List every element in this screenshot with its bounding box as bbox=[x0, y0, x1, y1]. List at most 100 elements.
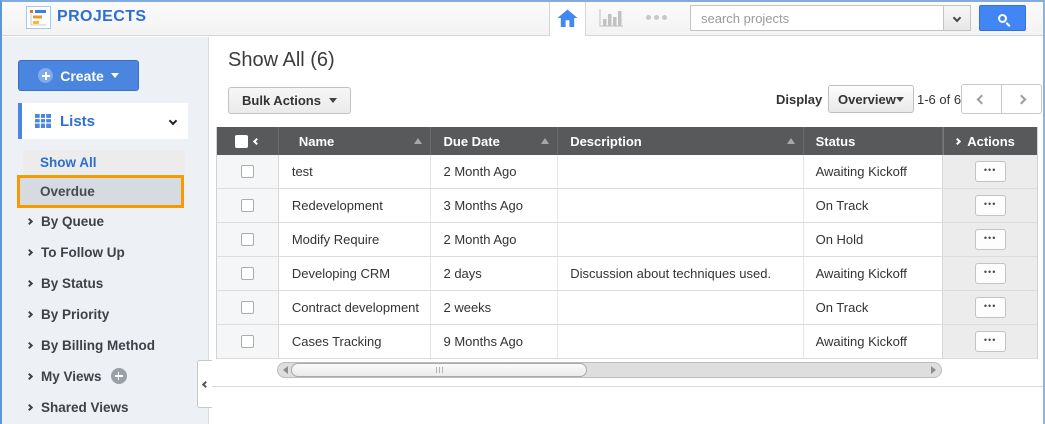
column-label: Status bbox=[815, 133, 856, 149]
column-label: Actions bbox=[967, 133, 1015, 149]
select-all-checkbox[interactable] bbox=[235, 134, 249, 148]
row-checkbox[interactable] bbox=[240, 199, 254, 212]
sidebar-section-lists[interactable]: Lists bbox=[18, 103, 188, 139]
search-scope-dropdown[interactable] bbox=[943, 6, 970, 30]
row-checkbox[interactable] bbox=[240, 267, 254, 280]
display-label: Display bbox=[776, 92, 823, 107]
chevron-right-icon bbox=[25, 217, 34, 225]
add-view-button[interactable] bbox=[110, 368, 127, 384]
sidebar: Create Lists Show All Overdue By Queue bbox=[0, 37, 212, 424]
sidebar-item-shared-views[interactable]: Shared Views bbox=[25, 397, 129, 417]
search-button[interactable] bbox=[979, 5, 1026, 31]
select-all-header[interactable] bbox=[217, 127, 279, 155]
sidebar-item-by-status[interactable]: By Status bbox=[25, 273, 104, 293]
column-header-status[interactable]: Status bbox=[804, 127, 944, 155]
sort-asc-icon bbox=[414, 138, 423, 144]
sidebar-item-overdue[interactable]: Overdue bbox=[17, 175, 184, 208]
bulk-actions-button[interactable]: Bulk Actions bbox=[228, 87, 351, 114]
chevron-right-icon bbox=[25, 279, 34, 287]
table-header: Name Due Date Description Status Actions bbox=[217, 127, 1037, 155]
chevron-right-icon bbox=[954, 137, 962, 145]
overflow-dots-icon[interactable] bbox=[646, 15, 667, 20]
lists-label: Lists bbox=[60, 112, 96, 130]
row-actions-button[interactable]: ••• bbox=[974, 161, 1006, 182]
column-header-due-date[interactable]: Due Date bbox=[431, 127, 559, 155]
collapse-sidebar-handle[interactable] bbox=[197, 360, 212, 408]
cell-status: On Hold bbox=[804, 223, 944, 256]
row-actions-button[interactable]: ••• bbox=[974, 331, 1006, 352]
chevron-down-icon bbox=[952, 13, 962, 23]
cell-description: Discussion about techniques used. bbox=[558, 257, 804, 290]
cell-description bbox=[558, 223, 804, 256]
row-checkbox[interactable] bbox=[240, 301, 254, 314]
cell-description bbox=[558, 291, 804, 324]
bar-chart-icon[interactable] bbox=[598, 8, 625, 29]
row-actions-button[interactable]: ••• bbox=[974, 297, 1006, 318]
grid-icon bbox=[35, 114, 51, 128]
create-button[interactable]: Create bbox=[18, 60, 139, 91]
column-header-actions[interactable]: Actions bbox=[943, 127, 1037, 155]
search-icon bbox=[998, 13, 1007, 23]
sidebar-item-by-queue[interactable]: By Queue bbox=[25, 211, 105, 231]
app-title: PROJECTS bbox=[57, 8, 147, 25]
row-checkbox[interactable] bbox=[240, 233, 254, 246]
display-select-value: Overview bbox=[838, 91, 896, 107]
cell-status: On Track bbox=[804, 291, 944, 324]
cell-status: Awaiting Kickoff bbox=[804, 325, 944, 358]
projects-table: Name Due Date Description Status Actions bbox=[216, 127, 1038, 359]
row-actions-button[interactable]: ••• bbox=[974, 229, 1006, 250]
collapse-column-icon[interactable] bbox=[253, 137, 261, 145]
search-input[interactable] bbox=[691, 6, 943, 30]
sidebar-item-by-billing-method[interactable]: By Billing Method bbox=[25, 335, 155, 355]
column-label: Due Date bbox=[443, 133, 500, 149]
sidebar-item-to-follow-up[interactable]: To Follow Up bbox=[25, 242, 125, 262]
sidebar-item-label: By Queue bbox=[41, 213, 105, 229]
sidebar-item-label: By Status bbox=[41, 275, 104, 291]
row-actions-button[interactable]: ••• bbox=[974, 263, 1006, 284]
sidebar-item-by-priority[interactable]: By Priority bbox=[25, 304, 110, 324]
column-header-description[interactable]: Description bbox=[558, 127, 804, 155]
prev-page-button[interactable] bbox=[961, 84, 1002, 114]
scroll-right-arrow[interactable] bbox=[931, 366, 936, 374]
row-actions-button[interactable]: ••• bbox=[974, 195, 1006, 216]
column-label: Description bbox=[570, 133, 642, 149]
scrollbar-thumb[interactable] bbox=[291, 363, 587, 377]
home-button[interactable] bbox=[549, 0, 586, 36]
horizontal-scrollbar[interactable] bbox=[277, 362, 942, 378]
column-header-name[interactable]: Name bbox=[279, 127, 432, 155]
display-select[interactable]: Overview bbox=[828, 85, 914, 113]
row-checkbox[interactable] bbox=[240, 165, 254, 178]
home-icon bbox=[557, 9, 578, 27]
sort-asc-icon bbox=[786, 138, 795, 144]
row-checkbox[interactable] bbox=[240, 335, 254, 348]
plus-icon bbox=[38, 68, 54, 83]
sidebar-item-label: Show All bbox=[40, 154, 97, 170]
cell-status: Awaiting Kickoff bbox=[804, 155, 944, 188]
sidebar-item-my-views[interactable]: My Views bbox=[25, 366, 127, 386]
chevron-right-icon bbox=[25, 372, 34, 380]
sort-asc-icon bbox=[541, 138, 550, 144]
cell-status: On Track bbox=[804, 189, 944, 222]
sidebar-item-label: By Priority bbox=[41, 306, 110, 322]
cell-due-date: 2 Month Ago bbox=[431, 223, 559, 256]
main-content: Show All (6) Bulk Actions Display Overvi… bbox=[210, 37, 1045, 424]
next-page-button[interactable] bbox=[1001, 84, 1042, 114]
cell-due-date: 9 Months Ago bbox=[431, 325, 559, 358]
cell-name: test bbox=[279, 155, 432, 188]
search-group bbox=[690, 5, 971, 31]
sidebar-item-show-all[interactable]: Show All bbox=[23, 150, 185, 174]
pager bbox=[961, 84, 1042, 114]
chevron-right-icon bbox=[1016, 94, 1027, 104]
cell-due-date: 2 days bbox=[431, 257, 559, 290]
scroll-left-arrow[interactable] bbox=[283, 366, 288, 374]
cell-due-date: 2 Month Ago bbox=[431, 155, 559, 188]
caret-down-icon bbox=[110, 73, 119, 78]
cell-name: Modify Require bbox=[279, 223, 432, 256]
chevron-left-icon bbox=[201, 380, 209, 388]
chevron-right-icon bbox=[25, 341, 34, 349]
caret-down-icon bbox=[896, 96, 904, 102]
table-row: Modify Require 2 Month Ago On Hold ••• bbox=[217, 223, 1037, 257]
column-label: Name bbox=[298, 133, 335, 149]
content-divider bbox=[210, 386, 1045, 387]
topbar: PROJECTS bbox=[0, 0, 1045, 36]
